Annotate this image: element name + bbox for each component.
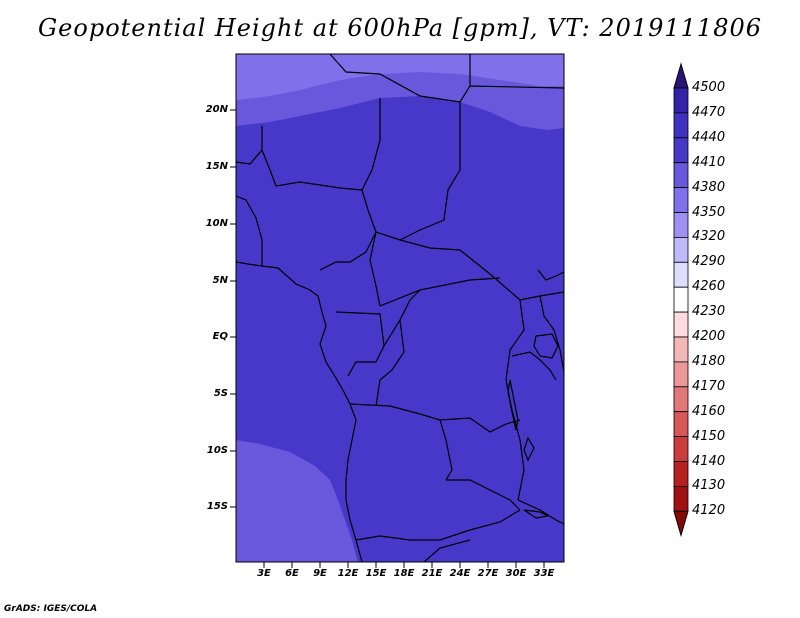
lon-label: 24E [449, 568, 471, 579]
colorbar-tick-label: 4380 [692, 179, 726, 195]
lat-label: 15N [205, 161, 228, 172]
lat-label: 10S [206, 445, 228, 456]
colorbar-segment [673, 236, 689, 263]
colorbar-tick-label: 4180 [692, 353, 726, 369]
field-southwest-lighter [236, 440, 358, 562]
lat-ticks [230, 109, 236, 508]
colorbar-segment [673, 461, 689, 487]
colorbar-tick-label: 4160 [692, 403, 726, 419]
lon-label: 18E [393, 568, 415, 579]
colorbar-segment [673, 137, 689, 164]
colorbar-segment [673, 436, 689, 462]
colorbar [673, 62, 689, 538]
colorbar-segment [673, 187, 689, 213]
colorbar-tick-label: 4440 [692, 129, 726, 145]
lon-label: 21E [421, 568, 443, 579]
colorbar-tick-label: 4260 [692, 279, 726, 295]
colorbar-tick-label: 4500 [692, 80, 726, 95]
lon-ticks [263, 562, 545, 568]
colorbar-tick-label: 4290 [692, 254, 726, 270]
colorbar-tick-label: 4150 [692, 428, 726, 444]
lat-label: 20N [205, 104, 228, 115]
colorbar-segment [673, 386, 689, 413]
map-title: Geopotential Height at 600hPa [gpm], VT:… [38, 14, 762, 42]
field-north-lightest [236, 54, 564, 100]
colorbar-tick-label: 4120 [692, 503, 726, 519]
colorbar-tick-label: 4410 [692, 154, 726, 170]
colorbar-tick-label: 4200 [692, 329, 726, 344]
colorbar-segment [673, 411, 689, 438]
colorbar-segment [673, 87, 689, 114]
colorbar-tick-label: 4140 [692, 453, 726, 469]
footer-credit: GrADS: IGES/COLA [4, 604, 98, 614]
lat-label: EQ [212, 331, 228, 342]
lon-label: 3E [257, 568, 271, 579]
colorbar-tick-label: 4130 [692, 478, 726, 494]
map-frame [235, 53, 565, 563]
lon-label: 9E [313, 568, 327, 579]
colorbar-segment [673, 485, 689, 512]
colorbar-tick-label: 4230 [692, 304, 726, 320]
colorbar-tick-label: 4320 [692, 229, 726, 245]
lat-label: 10N [205, 218, 228, 229]
colorbar-segment [673, 286, 689, 313]
colorbar-tick-label: 4470 [692, 104, 726, 120]
lon-label: 27E [477, 568, 499, 579]
colorbar-segment [673, 261, 689, 288]
colorbar-segment [673, 510, 689, 538]
lon-label: 12E [337, 568, 359, 579]
colorbar-segment [673, 112, 689, 139]
lon-label: 6E [285, 568, 299, 579]
lat-label: 5S [213, 388, 228, 399]
lakes [507, 333, 559, 519]
colorbar-segment [673, 336, 689, 363]
lon-label: 30E [505, 568, 527, 579]
lat-label: 5N [212, 275, 228, 286]
colorbar-segment [673, 361, 689, 388]
colorbar-segment [673, 212, 689, 238]
colorbar-segment [673, 311, 689, 338]
lat-label: 15S [206, 501, 228, 512]
colorbar-segment [673, 162, 689, 188]
lon-label: 15E [365, 568, 387, 579]
colorbar-segment [673, 62, 689, 89]
lon-label: 33E [533, 568, 555, 579]
height-field [236, 54, 564, 562]
colorbar-tick-label: 4170 [692, 378, 726, 394]
coastlines-borders [235, 53, 565, 563]
colorbar-tick-label: 4350 [692, 204, 726, 220]
